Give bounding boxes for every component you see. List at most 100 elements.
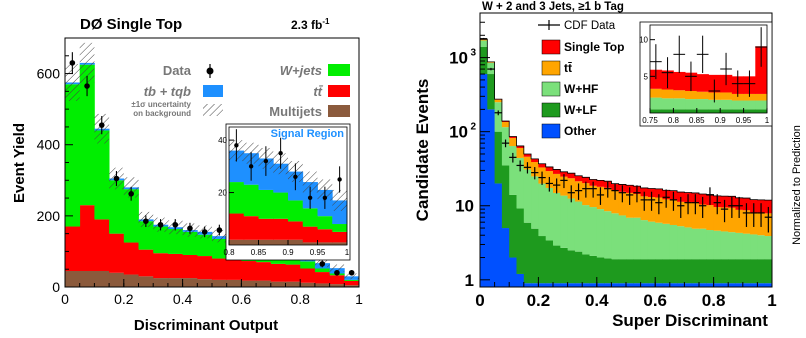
inset-bar-w-jets [332, 224, 348, 232]
bar-multijets [123, 274, 139, 287]
bar-tt [509, 138, 517, 147]
bar-w-hf [611, 213, 620, 260]
bar-w-lf [662, 259, 671, 284]
bar-w-hf [662, 223, 671, 260]
bar-other [662, 283, 671, 287]
bar-tt [285, 264, 301, 282]
inset-bar-w-jets [273, 192, 289, 219]
bar-other [742, 283, 751, 287]
bar-w-jets [167, 229, 183, 254]
bar-single-top [655, 188, 663, 198]
inset-bar-w-jets [317, 216, 333, 230]
x-tick-label: 0.8 [290, 291, 310, 307]
d0-y-axis-label: Event Yield [11, 123, 28, 203]
cdf-title: W + 2 and 3 Jets, ≥1 b Tag [482, 1, 624, 13]
legend-swatch-uncertainty [203, 104, 223, 116]
d0-inset-data-points [234, 129, 342, 209]
uncertainty-band [344, 273, 359, 280]
inset-x-tick-label: 0.75 [642, 116, 658, 125]
bar-other [509, 257, 517, 287]
inset-bar-multijets [317, 242, 333, 245]
inset-bar-tt [743, 93, 756, 101]
inset-bar-multijets [229, 239, 245, 245]
bar-w-jets [65, 84, 81, 227]
bar-tt [684, 202, 693, 228]
x-tick-label: 0.4 [173, 291, 193, 307]
bar-tt [138, 249, 154, 277]
bar-w-hf [545, 187, 554, 241]
bar-w-jets [182, 231, 198, 255]
inset-data-point [248, 164, 254, 169]
cdf-y-axis-label: Candidate Events [413, 79, 432, 222]
bar-w-jets [109, 180, 125, 234]
legend-label-signal: tb + tqb [144, 84, 191, 99]
bar-w-lf [582, 254, 590, 284]
data-point [319, 261, 326, 267]
inset-bar-tt [720, 92, 733, 100]
bar-other [735, 283, 744, 287]
x-tick-label: 0.6 [232, 291, 252, 307]
inset-bar-w-lf [661, 109, 674, 113]
bar-w-lf [611, 259, 620, 284]
y-tick-label: 1 [465, 271, 474, 290]
bar-w-hf [640, 220, 649, 260]
inset-x-tick-label: 0.85 [251, 248, 267, 257]
inset-y-tick-label: 5 [644, 72, 649, 81]
bar-tt [494, 99, 503, 103]
bar-w-hf [742, 233, 751, 260]
inset-bar-w-lf [743, 109, 756, 113]
y-tick-label: 0 [52, 279, 60, 295]
inset-bar-single-top [650, 69, 663, 89]
bar-tt [501, 122, 510, 128]
inset-bar-tt [755, 93, 768, 101]
inset-x-tick-label: 0.8 [223, 248, 235, 257]
bar-w-jets [153, 226, 169, 254]
legend-label-cdf-ttbar: tt̄ [564, 61, 572, 75]
bar-other [618, 283, 627, 287]
bar-tt [123, 242, 139, 275]
inset-bar-w-lf [708, 109, 721, 113]
bar-tt [516, 147, 525, 158]
y-tick-label-exponent: 3 [470, 48, 476, 59]
y-tick-label: 10 [455, 197, 474, 216]
x-tick-label: 0.6 [643, 291, 667, 310]
inset-uncertainty-band [332, 189, 347, 211]
bar-w-hf [626, 217, 634, 260]
bar-other [764, 283, 773, 287]
bar-w-jets [79, 64, 95, 206]
bar-tt [329, 275, 345, 285]
bar-tt [79, 205, 95, 271]
cdf-x-axis-ticks: 0 0.2 0.4 0.6 0.8 1 [475, 277, 777, 310]
bar-single-top [509, 136, 517, 139]
bar-w-lf [553, 245, 561, 284]
inset-x-tick-label: 0.9 [282, 248, 294, 257]
inset-data-point [278, 151, 283, 156]
bar-w-lf [706, 259, 714, 284]
bar-multijets [241, 280, 257, 287]
inset-x-tick-label: 1 [765, 116, 770, 125]
legend-label-uncertainty-2: on background [133, 109, 191, 118]
bar-other [677, 283, 685, 287]
total-prediction-outline [479, 39, 772, 287]
bar-other [706, 283, 714, 287]
y-tick-label: 200 [37, 208, 61, 224]
legend-label-uncertainty: ±1σ uncertainty [131, 100, 191, 109]
bar-w-jets [344, 279, 360, 281]
inset-x-tick-label: 0.8 [668, 116, 680, 125]
bar-w-lf [545, 240, 554, 284]
bar-w-lf [494, 131, 503, 184]
bar-multijets [94, 270, 110, 287]
bar-single-top [553, 169, 561, 174]
inset-bar-multijets [273, 239, 289, 245]
cdf-x-axis-label: Super Discriminant [612, 311, 768, 330]
bar-w-lf [699, 259, 707, 284]
bar-other [567, 283, 576, 287]
inset-y-tick-label: 10 [639, 36, 648, 45]
bar-single-top [545, 166, 554, 172]
legend-label-wlf: W+LF [564, 103, 597, 117]
bar-tt [197, 256, 213, 280]
bar-w-lf [684, 259, 693, 284]
bar-other [684, 283, 693, 287]
bar-w-hf [735, 232, 744, 260]
bar-w-hf [764, 236, 773, 260]
